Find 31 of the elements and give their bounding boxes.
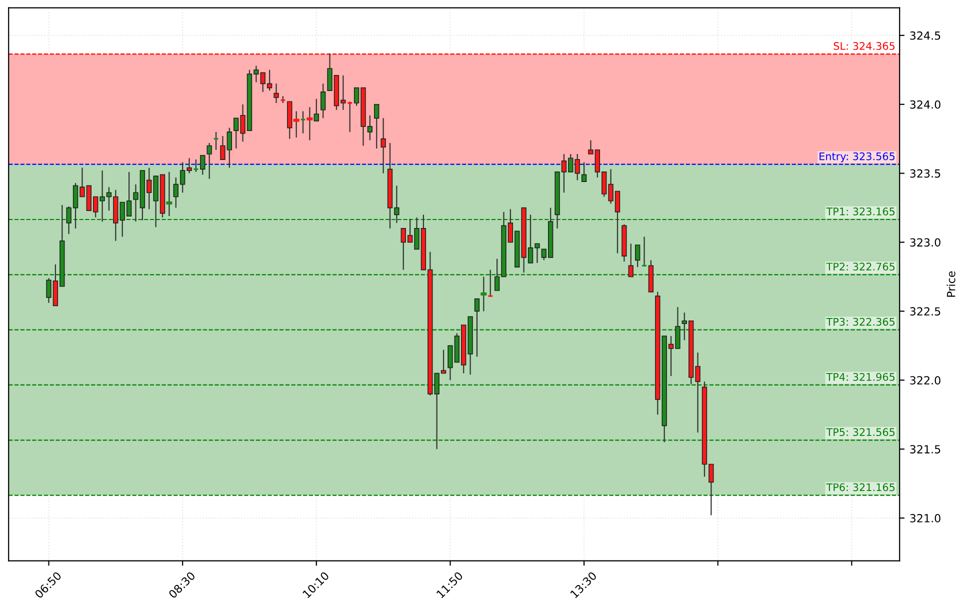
y-tick-label: 321.0 — [910, 514, 940, 522]
ref-line-label: SL: 324.365 — [834, 42, 895, 50]
ref-line-label: Entry: 323.565 — [820, 152, 895, 162]
y-tick-label: 322.5 — [910, 307, 940, 316]
candlestick — [380, 118, 386, 174]
y-tick-label: 324.5 — [910, 31, 940, 40]
ref-line-label: TP4: 321.965 — [826, 372, 895, 381]
ref-line-label: TP3: 322.365 — [826, 318, 895, 326]
ref-line-label: TP2: 322.765 — [826, 262, 895, 271]
y-tick-label: 321.5 — [910, 445, 940, 454]
ref-line-label: TP6: 321.165 — [826, 483, 895, 492]
ref-line-label: TP5: 321.565 — [826, 428, 895, 436]
candlestick — [306, 106, 313, 141]
candlestick — [374, 104, 380, 150]
ref-line-label: TP1: 323.165 — [826, 208, 895, 216]
candlestick — [634, 244, 640, 268]
y-tick-label: 324.0 — [910, 100, 940, 109]
candlestick — [206, 142, 212, 180]
candlestick — [320, 83, 326, 119]
candlestick — [474, 298, 480, 358]
candlestick — [166, 171, 172, 217]
candlestick — [628, 243, 634, 278]
candlestick — [314, 98, 319, 122]
y-axis-title: Price — [946, 271, 956, 297]
y-tick-label: 322.0 — [910, 376, 940, 385]
candlestick — [274, 83, 279, 104]
candlestick — [581, 162, 587, 182]
candlestick — [480, 276, 487, 312]
y-tick-label: 323.0 — [910, 238, 940, 247]
candlestick — [200, 154, 206, 176]
y-tick-label: 323.5 — [910, 169, 940, 178]
